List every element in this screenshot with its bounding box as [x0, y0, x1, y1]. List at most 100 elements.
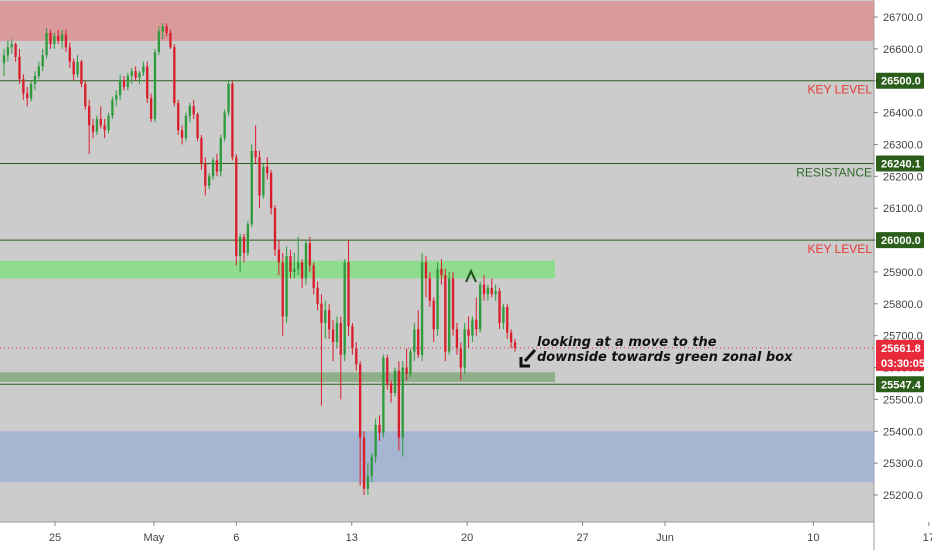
- x-tick-label: 27: [576, 532, 588, 544]
- candle-body: [409, 351, 412, 374]
- candle-body: [490, 287, 493, 295]
- candle-body: [405, 367, 408, 374]
- candle-body: [138, 72, 141, 78]
- candle-body: [413, 329, 416, 352]
- candle-body: [339, 322, 342, 355]
- candle-body: [211, 160, 215, 177]
- candle-body: [238, 236, 242, 256]
- candle-body: [355, 348, 358, 365]
- y-tick-label: 25900.0: [883, 267, 923, 279]
- level-tag-label: 26500.0: [881, 76, 921, 88]
- candle-body: [320, 303, 323, 323]
- y-tick-label: 25500.0: [883, 394, 923, 406]
- y-tick-label: 26200.0: [883, 171, 923, 183]
- arrow-up-icon: [465, 268, 477, 283]
- candle-body: [475, 319, 478, 330]
- candle-body: [308, 243, 311, 266]
- candle-body: [188, 106, 191, 116]
- candle-body: [269, 173, 273, 209]
- candle-body: [459, 348, 462, 368]
- y-tick-label: 26100.0: [883, 203, 923, 215]
- candle-body: [41, 55, 44, 67]
- candle-body: [486, 287, 490, 295]
- candle-body: [130, 71, 133, 76]
- candles-layer: [2, 23, 517, 495]
- candle-body: [420, 262, 424, 355]
- x-tick-label: 17: [923, 532, 932, 544]
- y-tick-label: 25800.0: [883, 299, 923, 311]
- candle-body: [482, 284, 486, 295]
- level-tag: [876, 232, 924, 249]
- candle-body: [331, 329, 335, 343]
- candle-body: [351, 326, 354, 349]
- y-tick-label: 25300.0: [883, 458, 923, 470]
- candle-body: [107, 115, 110, 131]
- candle-body: [37, 66, 41, 76]
- candle-body: [358, 364, 362, 438]
- candle-body: [134, 71, 137, 78]
- candle-body: [471, 319, 474, 336]
- candle-body: [180, 130, 184, 139]
- candle-body: [386, 357, 389, 384]
- price-tags-layer: 26500.0 26240.1 26000.0 25547.4 25661.8 03:30…: [0, 72, 925, 393]
- annotation: looking at a move to the downside toward…: [465, 268, 793, 368]
- candle-body: [60, 34, 64, 41]
- candle-body: [304, 243, 308, 279]
- candle-body: [316, 287, 319, 304]
- candle-body: [254, 150, 257, 158]
- candle-body: [149, 98, 153, 119]
- candle-body: [88, 106, 91, 126]
- x-tick-label: 20: [461, 532, 473, 544]
- x-tick-label: 6: [233, 532, 239, 544]
- candle-body: [436, 268, 439, 330]
- candle-body: [22, 79, 25, 94]
- current-price-label: 25661.8: [881, 343, 921, 355]
- candle-body: [161, 26, 164, 32]
- candle-body: [215, 160, 219, 172]
- candle-body: [281, 262, 284, 317]
- y-tick-label: 25400.0: [883, 426, 923, 438]
- candle-body: [513, 342, 517, 348]
- y-tick-label: 26700.0: [883, 12, 923, 24]
- candle-body: [335, 322, 339, 343]
- candle-body: [2, 55, 6, 64]
- candle-body: [26, 93, 29, 99]
- levels-layer: KEY LEVEL RESISTANCE KEY LEVEL: [0, 80, 874, 385]
- x-axis: 25 May 6 13 20 27 Jun 10 17: [49, 522, 932, 544]
- candle-body: [362, 437, 366, 489]
- candle-body: [91, 125, 95, 132]
- candle-body: [200, 138, 203, 164]
- y-tick-label: 26600.0: [883, 44, 923, 56]
- annotation-line-1: looking at a move to the: [537, 335, 717, 350]
- candle-body: [153, 52, 157, 119]
- current-price-tag: [876, 339, 924, 371]
- candle-body: [6, 47, 10, 56]
- candle-body: [297, 262, 300, 269]
- candle-body: [506, 306, 509, 333]
- candle-body: [509, 332, 513, 343]
- candle-body: [126, 75, 130, 88]
- x-tick-label: 10: [807, 532, 819, 544]
- candle-body: [115, 95, 118, 100]
- candle-body: [157, 31, 161, 53]
- level-tag-label: 25547.4: [881, 379, 922, 391]
- candle-body: [440, 268, 443, 276]
- candle-body: [173, 47, 176, 104]
- candle-body: [424, 262, 428, 279]
- candle-body: [227, 83, 230, 113]
- candle-body: [382, 357, 385, 433]
- candle-body: [219, 138, 222, 172]
- candle-body: [432, 300, 435, 330]
- x-tick-label: 25: [49, 532, 61, 544]
- candle-body: [165, 26, 168, 33]
- x-tick-label: 13: [346, 532, 358, 544]
- level-tag: [876, 376, 924, 393]
- candle-body: [401, 367, 404, 438]
- candle-body: [374, 424, 377, 457]
- candle-body: [204, 163, 207, 186]
- candle-body: [169, 32, 172, 48]
- candle-body: [146, 66, 149, 99]
- candle-body: [328, 310, 331, 330]
- candle-body: [118, 80, 122, 96]
- candle-body: [451, 278, 455, 330]
